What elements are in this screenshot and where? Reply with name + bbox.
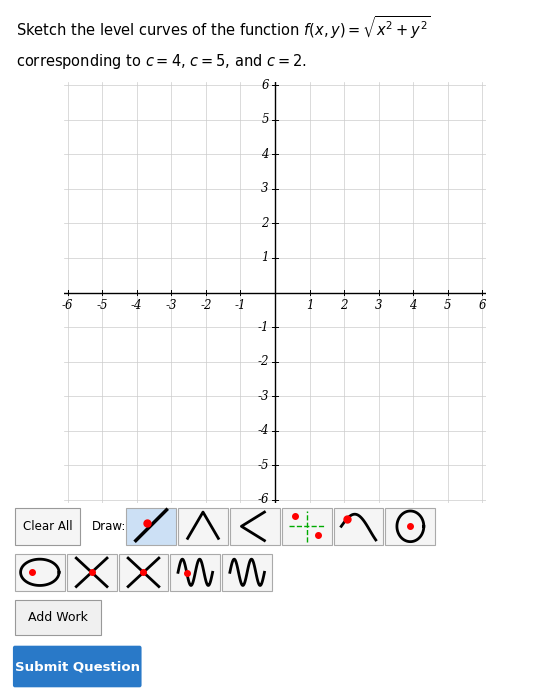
Text: 6: 6: [478, 299, 486, 312]
Text: 3: 3: [261, 182, 269, 195]
Bar: [178, 508, 228, 545]
Bar: [118, 554, 168, 591]
Text: -2: -2: [257, 355, 269, 368]
Text: -2: -2: [200, 299, 212, 312]
Text: Add Work: Add Work: [28, 610, 88, 624]
Text: -5: -5: [96, 299, 108, 312]
Text: 3: 3: [375, 299, 382, 312]
Text: corresponding to $c = 4$, $c = 5$, and $c = 2$.: corresponding to $c = 4$, $c = 5$, and $…: [16, 52, 307, 71]
Text: 4: 4: [261, 148, 269, 161]
Text: -3: -3: [257, 390, 269, 402]
Bar: [15, 600, 101, 635]
Text: -4: -4: [131, 299, 142, 312]
Text: -6: -6: [257, 494, 269, 506]
Text: 2: 2: [340, 299, 348, 312]
Text: -1: -1: [235, 299, 246, 312]
Text: -5: -5: [257, 458, 269, 472]
Text: 5: 5: [261, 113, 269, 126]
Text: Submit Question: Submit Question: [15, 660, 140, 673]
Text: -3: -3: [166, 299, 177, 312]
Bar: [333, 508, 383, 545]
Text: 4: 4: [410, 299, 417, 312]
Text: Clear All: Clear All: [23, 520, 72, 533]
Text: -4: -4: [257, 424, 269, 438]
Text: 5: 5: [444, 299, 452, 312]
Bar: [386, 508, 435, 545]
Text: 1: 1: [261, 251, 269, 265]
Text: -6: -6: [62, 299, 73, 312]
Text: Draw:: Draw:: [92, 520, 126, 533]
Bar: [126, 508, 176, 545]
Bar: [282, 508, 332, 545]
FancyBboxPatch shape: [13, 645, 141, 687]
Text: 2: 2: [261, 217, 269, 230]
Bar: [222, 554, 272, 591]
Bar: [170, 554, 221, 591]
Bar: [230, 508, 280, 545]
Text: -1: -1: [257, 321, 269, 334]
Bar: [67, 554, 117, 591]
Text: 6: 6: [261, 78, 269, 92]
Bar: [15, 554, 65, 591]
Bar: [15, 508, 80, 545]
Text: Sketch the level curves of the function $f(x, y) = \sqrt{x^2 + y^2}$: Sketch the level curves of the function …: [16, 14, 431, 41]
Text: 1: 1: [306, 299, 313, 312]
